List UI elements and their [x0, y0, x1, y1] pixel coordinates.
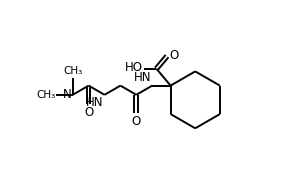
Text: HO: HO: [125, 61, 143, 74]
Text: O: O: [84, 106, 93, 119]
Text: HN: HN: [86, 96, 104, 109]
Text: N: N: [63, 88, 72, 101]
Text: CH₃: CH₃: [36, 90, 55, 100]
Text: HN: HN: [134, 71, 151, 84]
Text: O: O: [132, 115, 141, 128]
Text: O: O: [169, 49, 178, 62]
Text: CH₃: CH₃: [63, 66, 82, 76]
